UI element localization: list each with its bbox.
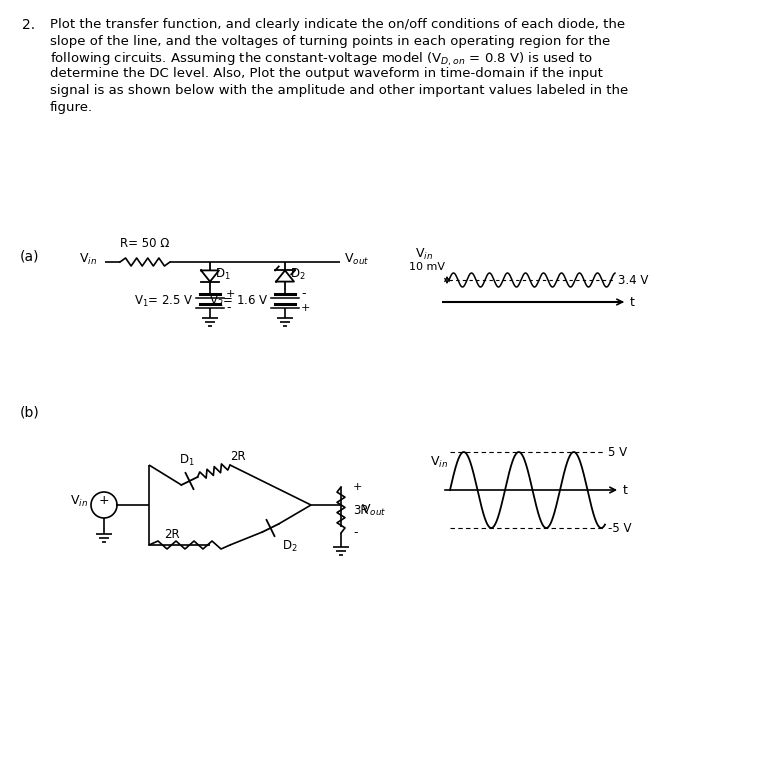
Text: signal is as shown below with the amplitude and other important values labeled i: signal is as shown below with the amplit… [50,84,628,97]
Text: (a): (a) [20,250,39,264]
Text: 10 mV: 10 mV [409,262,445,272]
Text: determine the DC level. Also, Plot the output waveform in time-domain if the inp: determine the DC level. Also, Plot the o… [50,68,603,81]
Text: V$_{out}$: V$_{out}$ [361,502,386,518]
Text: D$_2$: D$_2$ [290,267,306,281]
Text: D$_2$: D$_2$ [282,539,297,554]
Text: t: t [630,296,635,309]
Text: +: + [301,303,310,313]
Text: V$_{in}$: V$_{in}$ [70,493,88,508]
Text: (b): (b) [20,405,40,419]
Text: t: t [623,483,628,496]
Text: D$_1$: D$_1$ [215,267,230,281]
Text: -: - [226,302,230,315]
Text: +: + [98,495,109,508]
Text: following circuits. Assuming the constant-voltage model (V$_{D,on}$ = 0.8 V) is : following circuits. Assuming the constan… [50,51,593,68]
Text: +: + [226,289,235,299]
Text: 5 V: 5 V [608,445,627,458]
Text: 2R: 2R [230,450,246,463]
Text: V$_1$= 2.5 V: V$_1$= 2.5 V [134,293,194,309]
Text: D$_1$: D$_1$ [179,453,194,468]
Text: V$_{in}$: V$_{in}$ [430,455,448,470]
Text: 3.4 V: 3.4 V [618,274,648,287]
Text: Plot the transfer function, and clearly indicate the on/off conditions of each d: Plot the transfer function, and clearly … [50,18,625,31]
Text: slope of the line, and the voltages of turning points in each operating region f: slope of the line, and the voltages of t… [50,34,611,47]
Text: 3R: 3R [353,504,369,517]
Text: V$_2$= 1.6 V: V$_2$= 1.6 V [210,293,269,309]
Text: -5 V: -5 V [608,521,631,534]
Text: V$_{in}$: V$_{in}$ [79,252,97,267]
Text: 2R: 2R [164,528,180,541]
Text: 2.: 2. [22,18,35,32]
Text: -: - [301,287,306,300]
Text: +: + [353,482,362,492]
Text: V$_{in}$: V$_{in}$ [415,247,433,262]
Text: R= 50 Ω: R= 50 Ω [121,237,170,250]
Text: -: - [353,527,357,540]
Text: figure.: figure. [50,100,93,113]
Text: V$_{out}$: V$_{out}$ [344,252,369,267]
